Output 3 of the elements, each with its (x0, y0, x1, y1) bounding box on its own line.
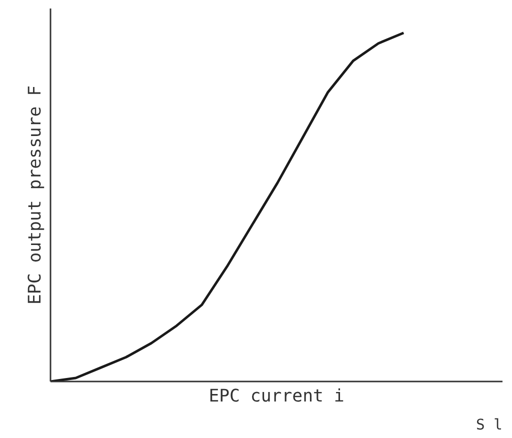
y-axis-title: EPC output pressure F (26, 85, 46, 305)
x-axis-title: EPC current i (208, 386, 344, 406)
text: S l (476, 416, 503, 434)
